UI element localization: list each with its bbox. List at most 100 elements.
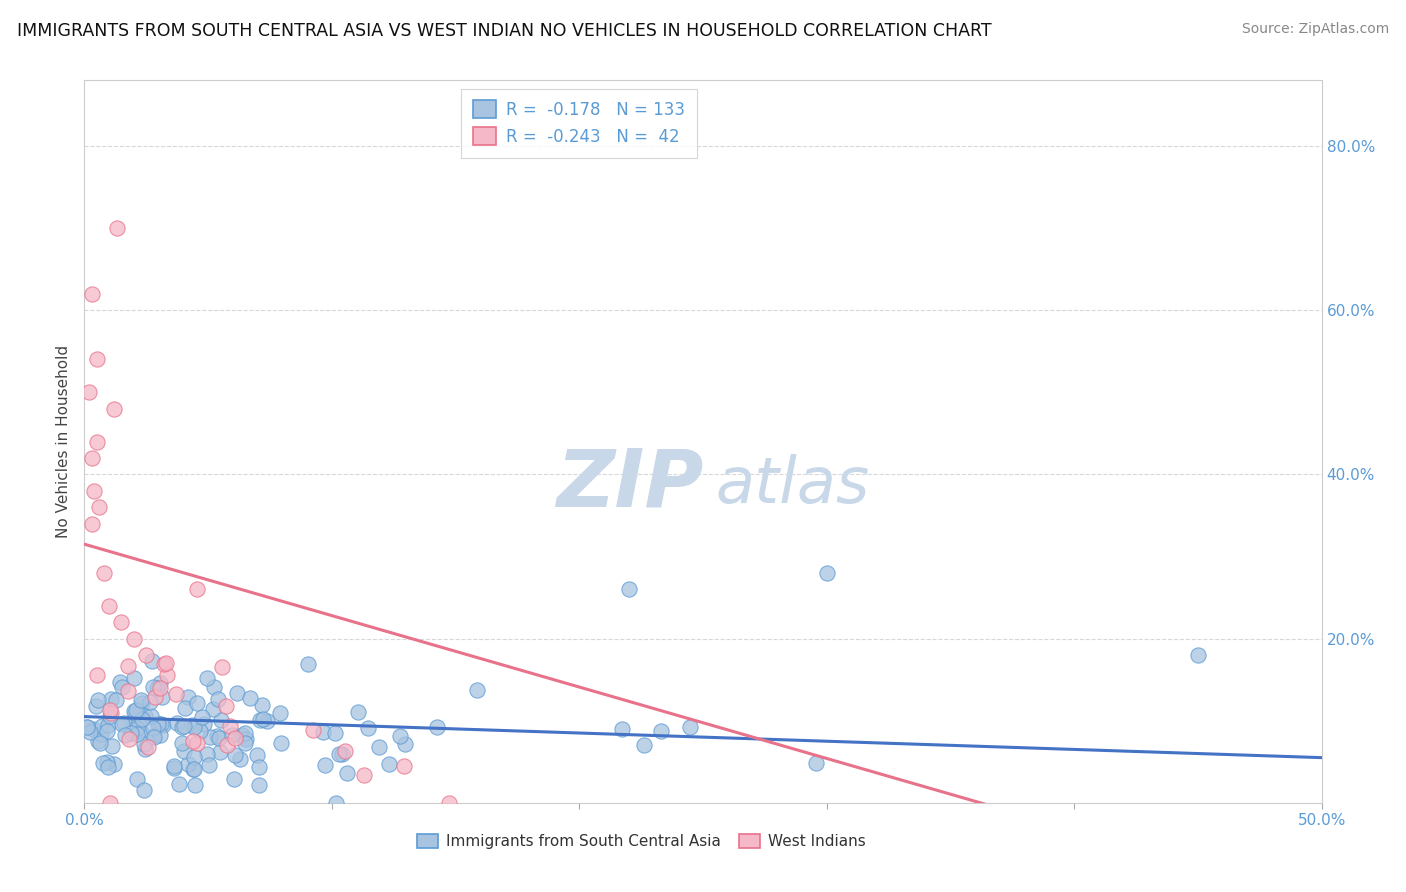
- Point: [105, 693, 128, 707]
- Point: [347, 705, 370, 719]
- Point: [111, 716, 134, 731]
- Point: [149, 728, 172, 742]
- Point: [86, 668, 108, 682]
- Point: [610, 722, 633, 736]
- Point: [233, 736, 256, 750]
- Point: [208, 731, 231, 746]
- Point: [141, 654, 163, 668]
- Point: [183, 762, 205, 776]
- Point: [378, 756, 401, 771]
- Point: [617, 582, 640, 597]
- Point: [368, 739, 391, 754]
- Point: [165, 687, 187, 701]
- Point: [96, 724, 118, 739]
- Point: [815, 566, 838, 580]
- Point: [256, 714, 278, 729]
- Point: [198, 758, 221, 772]
- Point: [76, 720, 98, 734]
- Text: Source: ZipAtlas.com: Source: ZipAtlas.com: [1241, 22, 1389, 37]
- Point: [120, 726, 142, 740]
- Point: [224, 731, 246, 745]
- Point: [207, 729, 229, 743]
- Point: [246, 748, 269, 763]
- Point: [249, 714, 271, 728]
- Point: [172, 720, 194, 734]
- Point: [176, 756, 198, 771]
- Point: [173, 744, 195, 758]
- Point: [118, 732, 141, 747]
- Point: [98, 709, 121, 723]
- Point: [131, 712, 153, 726]
- Point: [141, 709, 163, 723]
- Point: [142, 721, 165, 735]
- Point: [89, 500, 111, 515]
- Point: [186, 696, 208, 710]
- Point: [105, 221, 128, 235]
- Point: [1187, 648, 1209, 662]
- Point: [215, 738, 238, 752]
- Point: [98, 703, 121, 717]
- Point: [650, 724, 672, 739]
- Point: [201, 702, 224, 716]
- Point: [269, 706, 291, 721]
- Point: [131, 696, 153, 710]
- Point: [122, 632, 145, 646]
- Point: [127, 727, 149, 741]
- Point: [426, 720, 449, 734]
- Point: [219, 719, 242, 733]
- Point: [121, 714, 143, 729]
- Point: [97, 718, 120, 732]
- Point: [134, 737, 156, 751]
- Point: [224, 748, 246, 763]
- Point: [226, 686, 249, 700]
- Text: ZIP: ZIP: [555, 446, 703, 524]
- Point: [679, 720, 702, 734]
- Point: [465, 682, 488, 697]
- Point: [129, 693, 152, 707]
- Point: [229, 752, 252, 766]
- Point: [180, 718, 202, 732]
- Point: [191, 710, 214, 724]
- Point: [136, 739, 159, 754]
- Point: [149, 675, 172, 690]
- Y-axis label: No Vehicles in Household: No Vehicles in Household: [56, 345, 72, 538]
- Point: [125, 723, 148, 738]
- Point: [170, 736, 193, 750]
- Point: [117, 658, 139, 673]
- Point: [90, 719, 112, 733]
- Point: [108, 675, 131, 690]
- Point: [328, 747, 350, 762]
- Point: [135, 648, 157, 662]
- Point: [239, 691, 262, 706]
- Point: [181, 734, 204, 748]
- Point: [247, 778, 270, 792]
- Point: [93, 566, 115, 580]
- Point: [79, 725, 101, 739]
- Point: [148, 717, 170, 731]
- Point: [93, 756, 115, 771]
- Point: [134, 709, 156, 723]
- Point: [122, 671, 145, 685]
- Point: [202, 680, 225, 694]
- Point: [163, 759, 186, 773]
- Point: [270, 736, 292, 750]
- Point: [86, 434, 108, 449]
- Point: [184, 778, 207, 792]
- Point: [330, 747, 353, 762]
- Point: [80, 516, 103, 531]
- Point: [142, 729, 165, 743]
- Point: [250, 698, 273, 713]
- Text: atlas: atlas: [716, 454, 870, 516]
- Point: [124, 706, 146, 721]
- Point: [221, 728, 243, 742]
- Point: [125, 721, 148, 735]
- Point: [211, 659, 233, 673]
- Point: [252, 712, 274, 726]
- Point: [437, 796, 460, 810]
- Point: [97, 760, 120, 774]
- Point: [142, 681, 165, 695]
- Point: [98, 796, 121, 810]
- Point: [336, 765, 359, 780]
- Point: [353, 768, 375, 782]
- Point: [156, 668, 179, 682]
